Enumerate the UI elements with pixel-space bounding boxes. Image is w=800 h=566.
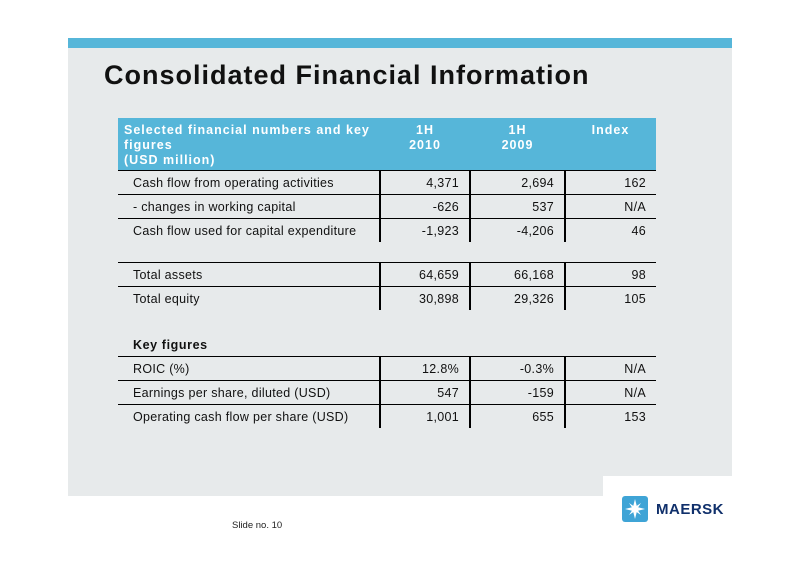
row-index: 153 — [564, 404, 656, 428]
row-index: 98 — [564, 262, 656, 287]
page-title: Consolidated Financial Information — [104, 60, 590, 90]
row-value-2010: 4,371 — [379, 170, 470, 195]
row-value-2010: 12.8% — [379, 356, 470, 381]
row-index: N/A — [564, 194, 656, 219]
row-value-2009: -4,206 — [469, 218, 565, 242]
row-value-2010: 547 — [379, 380, 470, 405]
key-figures-heading: Key figures — [133, 337, 208, 352]
header-1h-2009-line2: 2009 — [501, 138, 534, 152]
row-label: Total assets — [118, 262, 380, 287]
row-value-2009: 655 — [469, 404, 565, 428]
table-row: Cash flow used for capital expenditure -… — [118, 218, 656, 242]
table-spacer — [118, 310, 656, 333]
table-spacer — [118, 242, 656, 263]
header-label: Selected financial numbers and key figur… — [118, 118, 380, 171]
row-label: ROIC (%) — [118, 356, 380, 381]
table-row: ROIC (%) 12.8% -0.3% N/A — [118, 356, 656, 381]
row-label: Total equity — [118, 286, 380, 310]
row-value-2009: 29,326 — [469, 286, 565, 310]
table-row: Operating cash flow per share (USD) 1,00… — [118, 404, 656, 428]
row-value-2010: 1,001 — [379, 404, 470, 428]
header-index-label: Index — [591, 123, 630, 137]
row-index: 162 — [564, 170, 656, 195]
table-row: Total assets 64,659 66,168 98 — [118, 262, 656, 287]
row-label: Cash flow used for capital expenditure — [118, 218, 380, 242]
row-value-2009: 66,168 — [469, 262, 565, 287]
row-index: 105 — [564, 286, 656, 310]
row-value-2010: 64,659 — [379, 262, 470, 287]
header-1h-2009: 1H 2009 — [470, 118, 565, 171]
row-index: N/A — [564, 356, 656, 381]
table-row: Cash flow from operating activities 4,37… — [118, 170, 656, 195]
row-value-2010: 30,898 — [379, 286, 470, 310]
header-label-line1: Selected financial numbers and key — [124, 123, 370, 137]
row-index: N/A — [564, 380, 656, 405]
maersk-star-icon — [622, 496, 648, 522]
financial-table: Selected financial numbers and key figur… — [118, 118, 656, 428]
slide-number: Slide no. 10 — [232, 520, 283, 531]
row-label: - changes in working capital — [118, 194, 380, 219]
table-row: Earnings per share, diluted (USD) 547 -1… — [118, 380, 656, 405]
header-index: Index — [565, 118, 656, 171]
row-label: Earnings per share, diluted (USD) — [118, 380, 380, 405]
header-label-line3: (USD million) — [124, 153, 216, 167]
key-figures-heading-row: Key figures — [118, 333, 656, 357]
logo-text: MAERSK — [656, 500, 725, 518]
row-label: Operating cash flow per share (USD) — [118, 404, 380, 428]
row-value-2009: 2,694 — [469, 170, 565, 195]
table-row: - changes in working capital -626 537 N/… — [118, 194, 656, 219]
row-value-2010: -1,923 — [379, 218, 470, 242]
financial-table-container: Selected financial numbers and key figur… — [118, 118, 656, 428]
table-header-row: Selected financial numbers and key figur… — [118, 118, 656, 171]
row-value-2009: -159 — [469, 380, 565, 405]
header-1h-2010-line1: 1H — [416, 123, 434, 137]
table-row: Total equity 30,898 29,326 105 — [118, 286, 656, 310]
row-value-2009: 537 — [469, 194, 565, 219]
maersk-logo: MAERSK — [622, 496, 724, 522]
header-1h-2010: 1H 2010 — [380, 118, 470, 171]
row-value-2010: -626 — [379, 194, 470, 219]
header-1h-2010-line2: 2010 — [409, 138, 441, 152]
row-value-2009: -0.3% — [469, 356, 565, 381]
top-accent-band — [68, 38, 732, 48]
header-1h-2009-line1: 1H — [508, 123, 527, 137]
row-label: Cash flow from operating activities — [118, 170, 380, 195]
row-index: 46 — [564, 218, 656, 242]
header-label-line2: figures — [124, 138, 173, 152]
